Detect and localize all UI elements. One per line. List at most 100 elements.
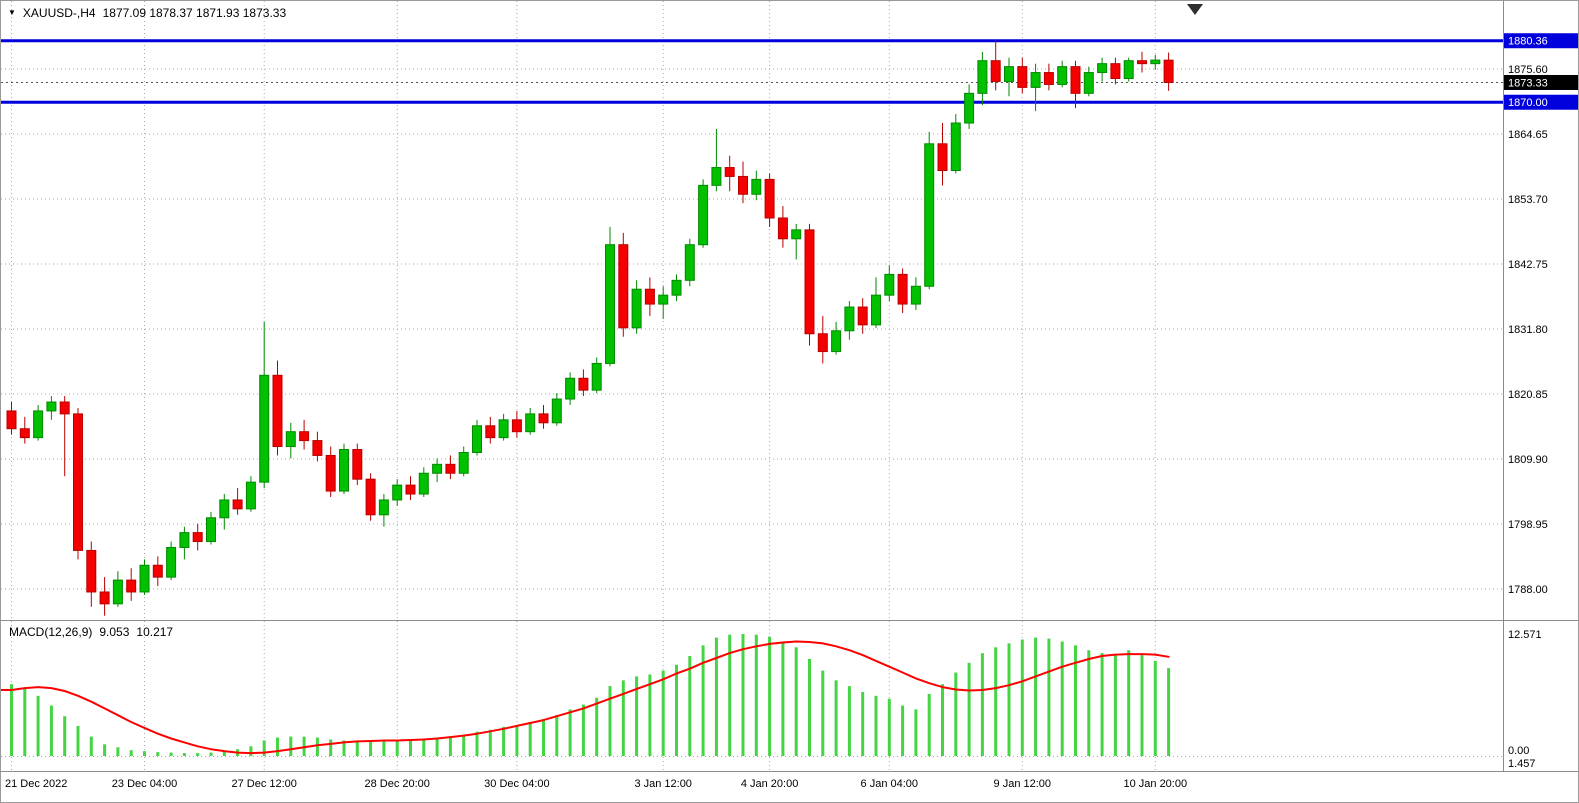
svg-text:1870.00: 1870.00 [1508,97,1548,109]
bear-candle [1070,66,1081,94]
macd-histogram-bar [595,697,599,756]
macd-histogram-bar [462,734,466,756]
bear-candle [325,454,336,492]
bull-candle [179,532,190,548]
macd-signal-line [1,640,1170,755]
svg-text:1880.36: 1880.36 [1508,36,1548,48]
macd-histogram-bar [688,656,692,756]
grid-layer [1,1,1503,771]
time-tick-label: 10 Jan 20:00 [1123,778,1187,790]
bull-candle [1004,66,1014,82]
bear-candle [485,425,496,439]
bear-candle [804,229,815,335]
price-axis[interactable] [1504,1,1579,771]
bull-candle [285,431,296,448]
macd-histogram-bar [63,716,67,756]
macd-histogram-bar [395,740,399,756]
time-tick-label: 21 Dec 2022 [5,778,67,790]
bear-candle [817,333,828,353]
bull-candle [245,481,256,510]
macd-histogram-bar [422,738,426,756]
macd-histogram-bar [276,737,279,756]
bull-candle [432,463,443,474]
bull-candle [658,294,669,305]
macd-histogram-bar [222,751,226,756]
macd-histogram-bar [542,719,545,756]
macd-signal-value: 10.217 [136,625,174,639]
bull-candle [591,362,602,391]
bull-candle [139,564,150,593]
bear-candle [1043,72,1054,85]
bear-candle [312,440,323,456]
bull-candle [418,472,429,495]
bull-candle [844,306,855,332]
macd-layer [1,634,1171,756]
bull-candle [219,499,230,519]
candles-layer[interactable] [6,39,1174,616]
macd-histogram-bar [488,729,492,756]
time-tick-label: 30 Dec 04:00 [484,778,549,790]
bull-candle [977,60,988,94]
macd-histogram-bar [847,686,851,756]
macd-histogram-bar [768,636,772,756]
macd-histogram-bar [621,680,625,756]
chart-shift-marker-icon[interactable] [1187,4,1203,15]
bear-candle [445,463,456,474]
macd-histogram-bar [409,739,412,756]
bull-candle [166,546,177,578]
bull-candle [910,285,921,305]
macd-scale-label: 1.457 [1508,758,1536,770]
bull-candle [711,167,722,186]
bull-candle [964,92,975,124]
bear-candle [232,499,243,510]
price-tick-label: 1809.90 [1508,454,1548,466]
macd-histogram-bar [834,680,838,756]
macd-histogram-bar [76,725,80,756]
macd-histogram-bar [382,741,386,756]
time-tick-label: 23 Dec 04:00 [112,778,177,790]
macd-histogram-bar [103,744,107,756]
bear-candle [272,374,283,448]
macd-histogram-bar [648,674,652,756]
hline-layer[interactable] [1,39,1503,104]
bull-candle [472,425,482,453]
hline-price-label[interactable]: 1870.00 [1504,94,1579,110]
macd-histogram-bar [675,664,678,756]
macd-histogram-bar [661,670,665,756]
time-axis-labels: 21 Dec 2022 23 Dec 04:00 27 Dec 12:00 28 De… [5,778,1187,790]
macd-histogram-bar [342,740,346,756]
macd-histogram-bar [608,686,612,756]
symbol-timeframe-label: XAUUSD-,H4 [22,6,96,20]
bull-candle [339,449,349,492]
ohlc-readout: 1877.09 1878.37 1871.93 1873.33 [102,6,287,20]
hline-price-label[interactable]: 1880.36 [1504,33,1579,49]
bear-candle [73,413,83,551]
macd-histogram-bar [89,736,93,756]
macd-histogram-bar [1074,645,1077,756]
bull-candle [565,377,576,400]
macd-histogram-bar [701,645,705,756]
macd-histogram-bar [754,634,758,756]
price-tick-label: 1875.60 [1508,64,1548,76]
macd-histogram-bar [1060,641,1064,756]
bull-candle [1123,60,1134,79]
macd-histogram-bar [502,726,506,756]
symbol-dropdown-icon[interactable]: ▼ [8,8,16,17]
macd-histogram-bar [448,736,452,756]
bear-candle [618,244,629,329]
macd-histogram-bar [156,752,160,756]
macd-scale-labels: 12.571 0.001.457 [1508,629,1542,770]
macd-histogram-bar [914,709,918,756]
bull-candle [551,398,562,424]
time-tick-label: 9 Jan 12:00 [994,778,1052,790]
time-axis[interactable] [1,772,1579,803]
bear-candle [405,484,416,495]
macd-indicator-label: MACD(12,26,9) 9.053 10.217 [9,625,173,639]
macd-histogram-bar [475,731,479,756]
macd-histogram-bar [714,637,718,756]
bull-candle [671,279,682,296]
bear-candle [365,478,376,516]
bear-candle [1137,60,1147,65]
